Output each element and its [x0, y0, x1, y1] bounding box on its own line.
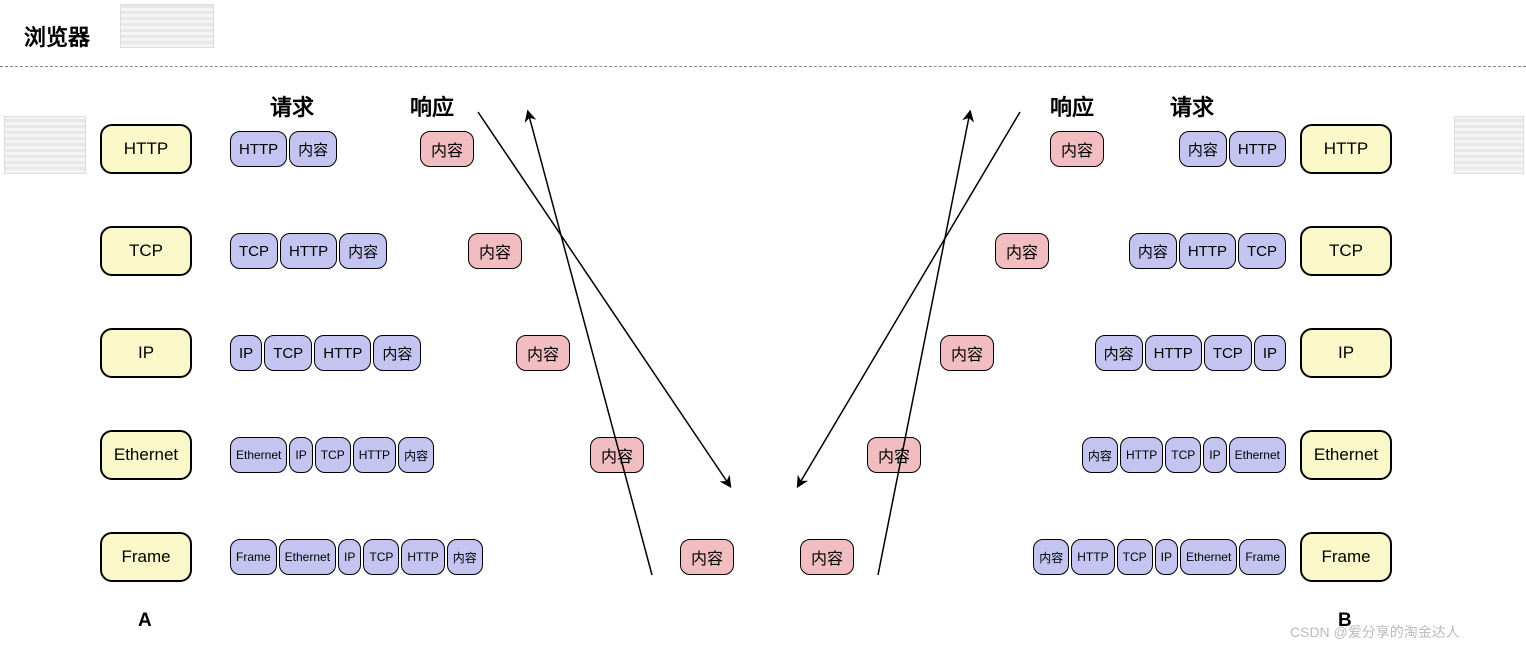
right-response-4: 内容: [800, 539, 854, 575]
right-response-2: 内容: [940, 335, 994, 371]
chip-内容: 内容: [1082, 437, 1118, 473]
chip-Ethernet: Ethernet: [1180, 539, 1237, 575]
chip-内容: 内容: [1179, 131, 1227, 167]
chip-HTTP: HTTP: [230, 131, 287, 167]
header-left_response: 响应: [410, 90, 454, 122]
chip-Ethernet: Ethernet: [230, 437, 287, 473]
chip-内容: 内容: [339, 233, 387, 269]
layer-left-http: HTTP: [100, 124, 192, 174]
left-response-3: 内容: [590, 437, 644, 473]
left-request-row-4: FrameEthernetIPTCPHTTP内容: [230, 539, 483, 575]
chip-TCP: TCP: [230, 233, 278, 269]
layer-right-tcp: TCP: [1300, 226, 1392, 276]
thumbnail: [120, 4, 214, 48]
left-response-0: 内容: [420, 131, 474, 167]
chip-内容: 内容: [447, 539, 483, 575]
right-request-row-1: 内容HTTPTCP: [1129, 233, 1286, 269]
right-response-3: 内容: [867, 437, 921, 473]
divider: [0, 66, 1526, 67]
right-response-1: 内容: [995, 233, 1049, 269]
layer-left-frame: Frame: [100, 532, 192, 582]
left-request-row-0: HTTP内容: [230, 131, 337, 167]
chip-HTTP: HTTP: [401, 539, 444, 575]
left-request-row-3: EthernetIPTCPHTTP内容: [230, 437, 434, 473]
layer-left-ethernet: Ethernet: [100, 430, 192, 480]
layer-right-ip: IP: [1300, 328, 1392, 378]
chip-HTTP: HTTP: [1179, 233, 1236, 269]
chip-TCP: TCP: [1117, 539, 1153, 575]
chip-Ethernet: Ethernet: [279, 539, 336, 575]
arrows-layer: [0, 0, 1526, 656]
thumbnail: [1454, 116, 1524, 174]
thumbnail: [4, 116, 86, 174]
chip-TCP: TCP: [1238, 233, 1286, 269]
chip-Frame: Frame: [230, 539, 277, 575]
chip-HTTP: HTTP: [353, 437, 396, 473]
chip-内容: 内容: [1033, 539, 1069, 575]
chip-IP: IP: [1155, 539, 1178, 575]
layer-right-http: HTTP: [1300, 124, 1392, 174]
right-request-row-4: 内容HTTPTCPIPEthernetFrame: [1033, 539, 1286, 575]
chip-内容: 内容: [1095, 335, 1143, 371]
chip-HTTP: HTTP: [1071, 539, 1114, 575]
chip-内容: 内容: [373, 335, 421, 371]
chip-TCP: TCP: [363, 539, 399, 575]
right-response-0: 内容: [1050, 131, 1104, 167]
chip-IP: IP: [338, 539, 361, 575]
chip-HTTP: HTTP: [1145, 335, 1202, 371]
left-request-row-1: TCPHTTP内容: [230, 233, 387, 269]
chip-TCP: TCP: [315, 437, 351, 473]
chip-内容: 内容: [1129, 233, 1177, 269]
chip-HTTP: HTTP: [1229, 131, 1286, 167]
chip-TCP: TCP: [1165, 437, 1201, 473]
right-request-row-3: 内容HTTPTCPIPEthernet: [1082, 437, 1286, 473]
chip-IP: IP: [230, 335, 262, 371]
header-left_request: 请求: [270, 90, 314, 122]
chip-内容: 内容: [289, 131, 337, 167]
chip-HTTP: HTTP: [280, 233, 337, 269]
layer-right-frame: Frame: [1300, 532, 1392, 582]
header-right_response: 响应: [1050, 90, 1094, 122]
layer-left-tcp: TCP: [100, 226, 192, 276]
layer-right-ethernet: Ethernet: [1300, 430, 1392, 480]
chip-HTTP: HTTP: [314, 335, 371, 371]
left-response-4: 内容: [680, 539, 734, 575]
left-response-1: 内容: [468, 233, 522, 269]
watermark: CSDN @爱分享的淘金达人: [1290, 622, 1460, 642]
chip-HTTP: HTTP: [1120, 437, 1163, 473]
endpoint-a: A: [138, 610, 152, 632]
chip-内容: 内容: [398, 437, 434, 473]
layer-left-ip: IP: [100, 328, 192, 378]
left-request-row-2: IPTCPHTTP内容: [230, 335, 421, 371]
page-title: 浏览器: [24, 20, 90, 52]
chip-Frame: Frame: [1239, 539, 1286, 575]
chip-TCP: TCP: [1204, 335, 1252, 371]
right-request-row-2: 内容HTTPTCPIP: [1095, 335, 1286, 371]
chip-IP: IP: [1254, 335, 1286, 371]
left-response-2: 内容: [516, 335, 570, 371]
right-request-row-0: 内容HTTP: [1179, 131, 1286, 167]
chip-TCP: TCP: [264, 335, 312, 371]
header-right_request: 请求: [1170, 90, 1214, 122]
chip-IP: IP: [1203, 437, 1226, 473]
chip-Ethernet: Ethernet: [1229, 437, 1286, 473]
chip-IP: IP: [289, 437, 312, 473]
